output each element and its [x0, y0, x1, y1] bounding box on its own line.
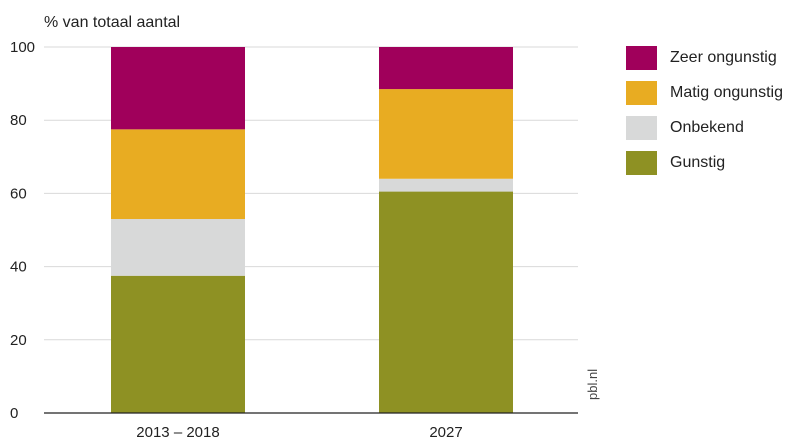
y-tick-label: 100 [10, 39, 35, 56]
y-tick-label: 60 [10, 185, 27, 202]
bar-segment-onbekend [379, 178, 513, 192]
x-tick-label: 2027 [429, 424, 462, 439]
legend-swatch-zeer-ongunstig [626, 46, 657, 70]
legend-swatch-matig-ongunstig [626, 81, 657, 105]
y-axis-label: % van totaal aantal [44, 14, 181, 31]
legend-label-onbekend: Onbekend [670, 119, 744, 136]
legend-label-zeer-ongunstig: Zeer ongunstig [670, 49, 777, 66]
bar-segment-matig-ongunstig [111, 129, 245, 220]
y-tick-label: 40 [10, 259, 27, 276]
legend-item-gunstig: Gunstig [626, 151, 783, 175]
legend-item-zeer-ongunstig: Zeer ongunstig [626, 46, 783, 70]
y-tick-label: 80 [10, 112, 27, 129]
x-tick-label: 2013 – 2018 [136, 424, 219, 439]
legend: Zeer ongunstig Matig ongunstig Onbekend … [626, 46, 783, 186]
y-tick-label: 0 [10, 405, 18, 422]
legend-label-matig-ongunstig: Matig ongunstig [670, 84, 783, 101]
legend-item-matig-ongunstig: Matig ongunstig [626, 81, 783, 105]
bar-segment-onbekend [111, 219, 245, 276]
bar-segment-matig-ongunstig [379, 89, 513, 179]
y-tick-label: 20 [10, 332, 27, 349]
source-label: pbl.nl [585, 368, 600, 400]
legend-swatch-onbekend [626, 116, 657, 140]
bar-segment-gunstig [379, 191, 513, 413]
bar-segment-zeer-ongunstig [111, 47, 245, 130]
legend-item-onbekend: Onbekend [626, 116, 783, 140]
legend-swatch-gunstig [626, 151, 657, 175]
bar-segment-zeer-ongunstig [379, 47, 513, 90]
bar-segment-gunstig [111, 275, 245, 413]
legend-label-gunstig: Gunstig [670, 154, 726, 171]
